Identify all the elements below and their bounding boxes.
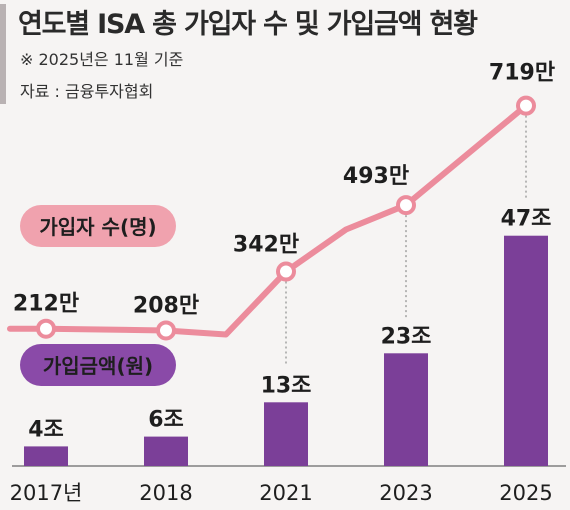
header-accent-bar: [0, 4, 6, 104]
bar-amount: [264, 402, 308, 466]
chart-note: ※ 2025년은 11월 기준: [20, 50, 184, 69]
bar-value-label: 13조: [261, 373, 312, 398]
x-tick-label: 2023: [379, 481, 432, 505]
line-value-label: 493만: [343, 164, 409, 189]
bar-amount: [384, 353, 428, 466]
bar-value-label: 23조: [381, 324, 432, 349]
line-point: [36, 318, 56, 339]
bar-amount: [504, 235, 548, 466]
legend-subscribers: [20, 205, 176, 247]
x-tick-label: 2025: [499, 481, 552, 505]
line-value-label: 719만: [489, 61, 555, 86]
line-point: [396, 195, 416, 216]
bar-value-label: 4조: [28, 417, 64, 442]
chart-source: 자료 : 금융투자협회: [20, 82, 154, 101]
line-point: [276, 261, 296, 282]
legend-amount-label: 가입금액(원): [43, 354, 153, 378]
line-point: [516, 95, 536, 116]
x-tick-label: 2021: [259, 481, 312, 505]
line-point: [156, 320, 176, 341]
bar-amount: [144, 436, 188, 466]
line-value-label: 208만: [133, 293, 199, 318]
line-value-label: 212만: [13, 292, 79, 317]
x-tick-label: 2017년: [10, 481, 83, 505]
line-subscribers: [7, 102, 529, 338]
x-tick-label: 2018: [139, 481, 192, 505]
bar-value-label: 6조: [148, 408, 184, 433]
chart-header: 연도별 ISA 총 가입자 수 및 가입금액 현황 ※ 2025년은 11월 기…: [0, 0, 570, 110]
legend-subscribers-label: 가입자 수(명): [39, 215, 156, 239]
chart-title: 연도별 ISA 총 가입자 수 및 가입금액 현황: [18, 9, 478, 40]
bar-amount: [24, 446, 68, 466]
bar-value-label: 47조: [501, 207, 552, 232]
legend-amount: [20, 344, 176, 386]
line-value-label: 342만: [233, 233, 299, 258]
